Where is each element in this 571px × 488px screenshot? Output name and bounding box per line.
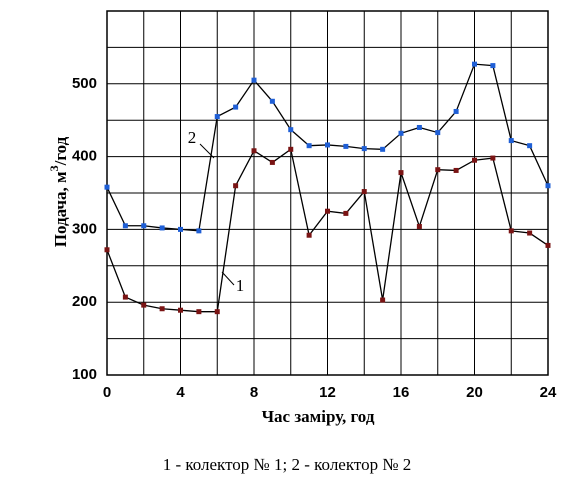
y-label-part: Подача, м — [51, 171, 70, 247]
point-marker — [141, 302, 147, 308]
point-marker — [104, 184, 110, 190]
point-marker — [178, 307, 183, 313]
y-axis-label: Подача, м3/год — [47, 136, 70, 247]
y-tick-label: 500 — [72, 75, 97, 92]
leader-line — [199, 143, 215, 159]
point-marker — [325, 208, 330, 214]
point-marker — [306, 232, 312, 238]
y-label-sup: 3 — [47, 165, 61, 171]
point-marker — [214, 114, 220, 120]
point-marker — [196, 309, 202, 315]
point-marker — [380, 146, 386, 152]
point-marker — [508, 138, 514, 144]
point-marker — [490, 63, 496, 69]
point-marker — [122, 294, 128, 300]
point-marker — [508, 228, 514, 234]
leader-line — [221, 271, 235, 286]
y-tick-label: 200 — [72, 293, 97, 310]
point-marker — [343, 143, 349, 149]
point-marker — [527, 230, 533, 236]
point-marker — [545, 242, 551, 248]
point-marker — [325, 142, 330, 148]
point-marker — [435, 167, 441, 173]
x-tick-label: 8 — [250, 384, 258, 401]
x-tick-label: 4 — [176, 384, 185, 401]
point-marker — [398, 170, 404, 176]
x-tick-label: 24 — [540, 384, 557, 401]
point-marker — [178, 226, 183, 232]
point-marker — [453, 108, 459, 114]
x-tick-label: 20 — [466, 384, 483, 401]
point-marker — [343, 210, 349, 216]
series-label: 2 — [188, 128, 197, 147]
point-marker — [159, 225, 165, 231]
point-marker — [288, 146, 294, 152]
point-marker — [159, 306, 165, 312]
point-marker — [196, 228, 202, 234]
point-marker — [251, 77, 257, 83]
caption: 1 - колектор № 1; 2 - колектор № 2 — [163, 455, 412, 474]
point-marker — [122, 223, 128, 229]
point-marker — [104, 247, 110, 253]
point-marker — [233, 104, 239, 110]
x-tick-label: 12 — [319, 384, 336, 401]
point-marker — [545, 183, 551, 189]
point-marker — [214, 309, 220, 315]
point-marker — [416, 124, 422, 130]
point-marker — [380, 297, 386, 303]
point-marker — [490, 155, 496, 161]
point-marker — [288, 127, 294, 133]
x-tick-label: 16 — [393, 384, 410, 401]
point-marker — [527, 143, 533, 149]
x-tick-label: 0 — [103, 384, 111, 401]
point-marker — [472, 157, 477, 163]
y-tick-label: 300 — [72, 220, 97, 237]
point-marker — [269, 98, 275, 104]
point-marker — [453, 167, 459, 173]
y-label-part: /год — [51, 136, 70, 166]
y-tick-label: 400 — [72, 148, 97, 165]
point-marker — [141, 223, 147, 229]
x-axis-label: Час заміру, год — [262, 407, 375, 426]
point-marker — [306, 143, 312, 149]
point-marker — [472, 61, 477, 67]
point-marker — [269, 159, 275, 165]
point-marker — [435, 130, 441, 136]
series-label: 1 — [236, 276, 245, 295]
point-marker — [361, 189, 367, 195]
point-marker — [251, 148, 257, 154]
point-marker — [233, 183, 239, 189]
point-marker — [398, 130, 404, 136]
y-tick-label: 100 — [72, 366, 97, 383]
point-marker — [416, 223, 422, 229]
point-marker — [361, 146, 367, 152]
